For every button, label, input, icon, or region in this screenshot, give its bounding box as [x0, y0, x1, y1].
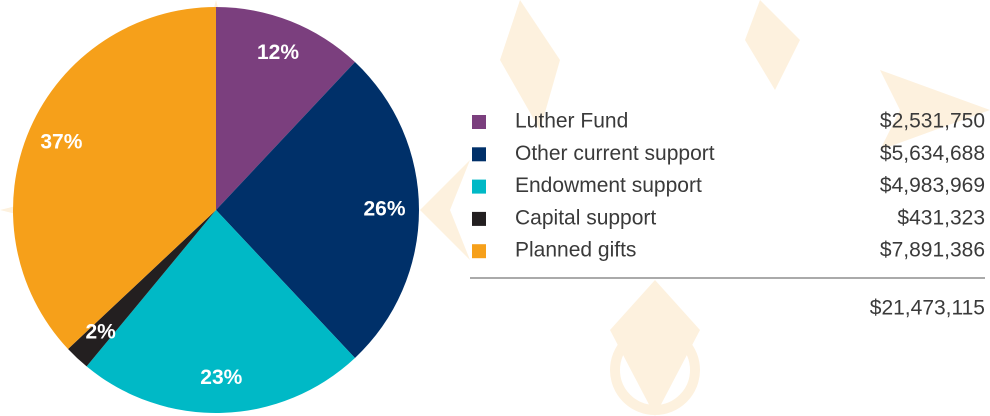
slice-label: 26%	[363, 198, 405, 221]
slice-label: 23%	[200, 366, 242, 389]
slice-label: 37%	[40, 131, 82, 154]
slice-label: 12%	[257, 41, 299, 64]
pie-slice	[216, 62, 419, 358]
legend-swatch	[472, 211, 486, 226]
legend-label: Capital support	[515, 206, 656, 229]
legend-label: Endowment support	[515, 174, 702, 197]
legend-amount: $2,531,750	[880, 110, 985, 133]
legend-label: Other current support	[515, 142, 715, 165]
pie-slice	[12, 7, 216, 349]
legend-label: Luther Fund	[515, 110, 628, 133]
compass-point	[420, 160, 470, 260]
pie-slice	[68, 210, 216, 367]
compass-point	[610, 280, 700, 416]
legend-swatch	[472, 147, 486, 162]
legend-swatch	[472, 179, 486, 194]
legend-amount: $5,634,688	[880, 142, 985, 165]
legend-amount: $7,891,386	[880, 239, 985, 262]
legend-amount: $431,323	[897, 206, 985, 229]
legend-swatch	[472, 244, 486, 259]
compass-ring	[610, 325, 700, 415]
slice-label: 2%	[85, 320, 116, 343]
compass-point	[500, 0, 560, 130]
compass-point	[745, 0, 800, 90]
pie-slice	[86, 210, 355, 413]
compass-point	[880, 70, 990, 150]
legend-swatch	[472, 115, 486, 129]
pie-slice	[216, 7, 355, 210]
legend-label: Planned gifts	[515, 239, 636, 262]
total-amount: $21,473,115	[870, 297, 985, 320]
legend-amount: $4,983,969	[880, 174, 985, 197]
